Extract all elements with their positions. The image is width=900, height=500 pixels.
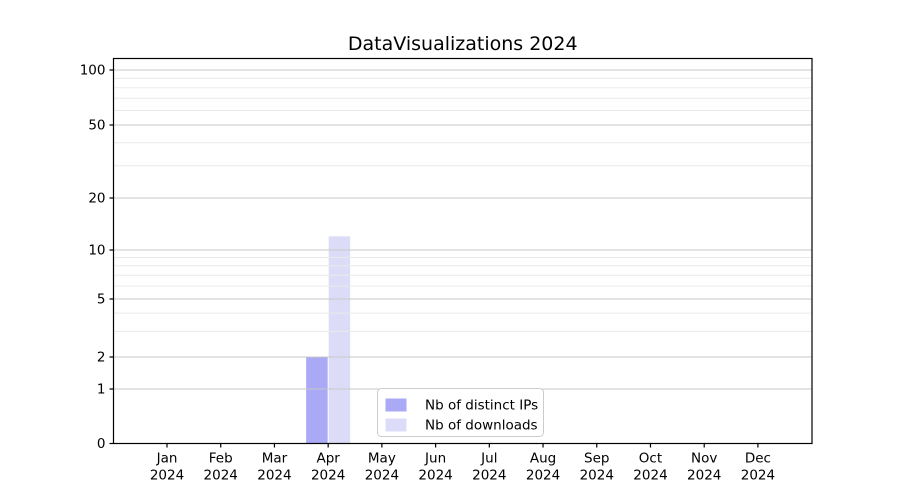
x-tick-label-month: Feb (209, 451, 233, 467)
x-tick-label-month: Nov (691, 451, 717, 467)
y-tick-label: 100 (80, 63, 106, 79)
y-tick-label: 5 (97, 292, 106, 308)
x-tick-label-year: 2024 (472, 468, 506, 484)
axes-spines (112, 57, 813, 445)
x-tick-label-month: Aug (530, 451, 556, 467)
x-tick-label-year: 2024 (687, 468, 721, 484)
y-tick-label: 20 (88, 191, 105, 207)
x-tick-label-month: May (368, 451, 396, 467)
x-tick-label-month: Jun (424, 451, 446, 467)
x-tick-label-month: Mar (262, 451, 288, 467)
bar (328, 236, 351, 444)
y-tick-label: 50 (88, 118, 105, 134)
x-tick-label-year: 2024 (204, 468, 238, 484)
y-tick-label: 0 (97, 436, 106, 452)
legend-swatch (385, 398, 407, 412)
x-tick-label-month: Jan (156, 451, 178, 467)
x-tick-label-year: 2024 (741, 468, 775, 484)
legend-label: Nb of downloads (425, 418, 538, 434)
x-tick-label-month: Sep (584, 451, 609, 467)
x-tick-label-month: Dec (745, 451, 771, 467)
x-tick-label-year: 2024 (311, 468, 345, 484)
x-tick-label-year: 2024 (418, 468, 452, 484)
x-tick-label-month: Oct (639, 451, 662, 467)
plot-area (113, 58, 812, 444)
x-tick-label-year: 2024 (150, 468, 184, 484)
x-tick-label-month: Apr (316, 451, 340, 467)
legend-swatch (385, 418, 407, 432)
x-tick-label-year: 2024 (580, 468, 614, 484)
y-tick-label: 2 (97, 350, 106, 366)
x-tick-label-year: 2024 (526, 468, 560, 484)
chart-title: DataVisualizations 2024 (348, 33, 578, 55)
legend-label: Nb of distinct IPs (425, 398, 538, 414)
y-tick-label: 1 (97, 382, 106, 398)
x-tick-label-year: 2024 (365, 468, 399, 484)
bar (306, 357, 328, 444)
x-tick-label-year: 2024 (257, 468, 291, 484)
x-tick-label-year: 2024 (633, 468, 667, 484)
legend-box (377, 388, 544, 437)
y-tick-label: 10 (88, 243, 105, 259)
x-tick-label-month: Jul (480, 451, 497, 467)
